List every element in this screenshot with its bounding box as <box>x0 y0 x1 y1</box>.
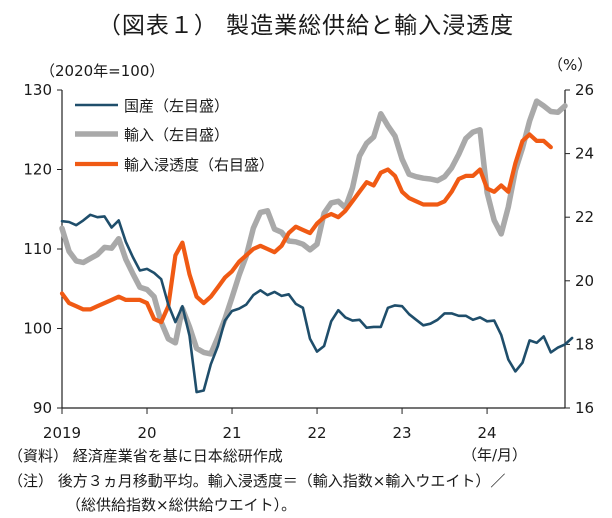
series-layer <box>59 98 574 394</box>
x-tick-label: 23 <box>393 424 412 442</box>
x-axis-unit-label: （年/月） <box>462 446 528 464</box>
x-tick-label: 21 <box>222 424 241 442</box>
legend-label: 輸入（左目盛） <box>124 126 229 144</box>
legend-label: 輸入浸透度（右目盛） <box>124 156 274 174</box>
x-tick-label: 22 <box>307 424 326 442</box>
x-tick-label: 24 <box>478 424 497 442</box>
right-y-tick-label: 18 <box>575 335 594 353</box>
footnote-line-1: （注） 後方３ヵ月移動平均。輸入浸透度＝（輸入指数×輸入ウエイト）／ <box>8 472 506 490</box>
series-line-penetration <box>59 132 553 325</box>
right-y-tick-label: 20 <box>575 272 594 290</box>
left-y-tick-label: 110 <box>23 240 52 258</box>
source-note: （資料） 経済産業省を基に日本総研作成 <box>8 447 283 465</box>
left-y-tick-label: 90 <box>33 399 52 417</box>
legend: 国産（左目盛） 輸入（左目盛） 輸入浸透度（右目盛） <box>75 97 274 174</box>
left-y-tick-label: 100 <box>23 320 52 338</box>
footnote-line-2: （総供給指数×総供給ウエイト）。 <box>66 496 297 514</box>
right-y-tick-label: 24 <box>575 145 594 163</box>
x-tick-label: 20 <box>137 424 156 442</box>
series-line-imports <box>59 98 568 357</box>
right-axis-unit-label: （%） <box>548 56 593 74</box>
series-line-domestic <box>60 213 574 394</box>
legend-label: 国産（左目盛） <box>124 97 229 115</box>
left-y-tick-label: 120 <box>23 161 52 179</box>
axes-layer: 90 100 110 120 130 16 18 20 22 24 26 2019 20 21 22 23 24 <box>23 81 594 442</box>
right-y-tick-label: 26 <box>575 81 594 99</box>
chart-title: （図表１） 製造業総供給と輸入浸透度 <box>97 13 515 39</box>
left-y-tick-label: 130 <box>23 81 52 99</box>
x-tick-label: 2019 <box>43 424 81 442</box>
right-y-tick-label: 16 <box>575 399 594 417</box>
left-axis-unit-label: （2020年=100） <box>40 62 165 80</box>
right-y-tick-label: 22 <box>575 208 594 226</box>
